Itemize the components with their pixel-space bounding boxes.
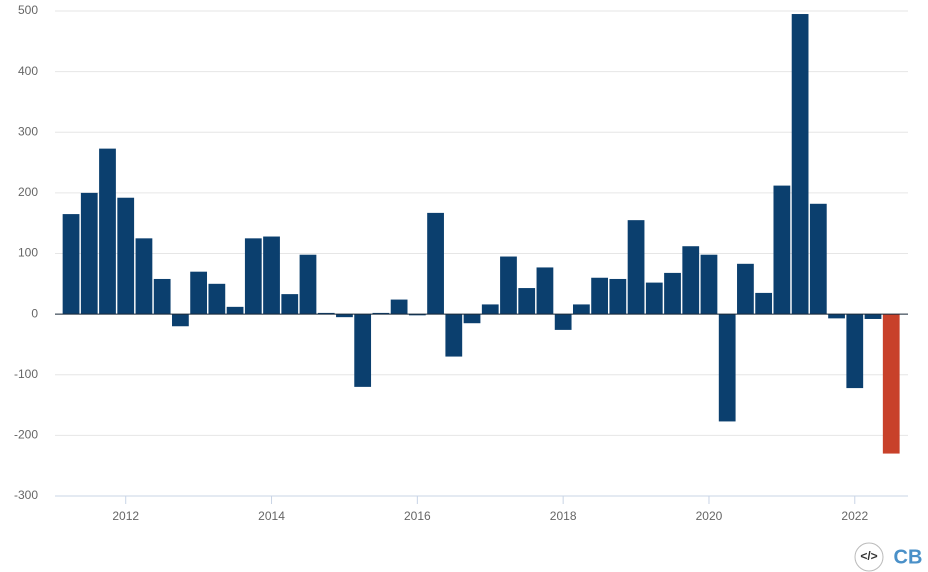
y-tick-label: 400 [18,64,38,78]
bar [518,288,536,315]
x-tick-label: 2012 [112,509,139,523]
x-tick-label: 2016 [404,509,431,523]
bar [481,304,499,315]
bar [645,282,663,315]
bar [80,192,98,315]
bar [828,314,845,319]
footer: </> CB [854,542,923,572]
y-tick-label: 0 [31,306,38,320]
bar [226,306,244,315]
bar [299,254,317,315]
bar [554,314,572,330]
bar [463,314,481,324]
bar [591,277,608,315]
bar [390,299,408,315]
y-tick-label: 100 [18,246,38,260]
bar [153,278,171,315]
bar [281,294,299,315]
y-tick-label: -200 [14,428,38,442]
bar [882,314,900,454]
bar [809,203,827,315]
bar [317,312,335,315]
bar [572,304,590,315]
bar [737,263,754,315]
x-tick-label: 2022 [841,509,868,523]
bar [354,314,372,387]
bar [263,236,280,315]
bar [773,185,791,315]
bar [864,314,882,319]
bar [445,314,463,357]
bar [208,283,226,315]
y-tick-label: 200 [18,185,38,199]
bar [846,314,864,389]
bar [244,238,262,315]
bar [408,314,426,316]
y-tick-label: 500 [18,3,38,17]
y-tick-label: -100 [14,367,38,381]
bar [190,271,208,315]
bar [664,272,681,315]
x-tick-label: 2020 [696,509,723,523]
bar [427,212,444,315]
x-tick-label: 2014 [258,509,285,523]
bar [500,256,517,315]
bar [700,254,718,315]
bar [172,314,189,327]
embed-icon[interactable]: </> [860,549,877,563]
bar [718,314,736,422]
bar [62,214,80,315]
bar [117,197,135,315]
bar [609,278,627,315]
y-tick-label: -300 [14,488,38,502]
bar [627,220,645,315]
bar [682,246,700,315]
embed-button[interactable] [854,542,884,572]
x-tick-label: 2018 [550,509,577,523]
bar [99,148,116,315]
bar [536,267,554,315]
y-tick-label: 300 [18,124,38,138]
bar [135,238,153,315]
bar [372,312,390,315]
bar [791,14,809,315]
bar [336,314,353,318]
logo: CB [894,546,923,568]
bar [755,292,773,315]
